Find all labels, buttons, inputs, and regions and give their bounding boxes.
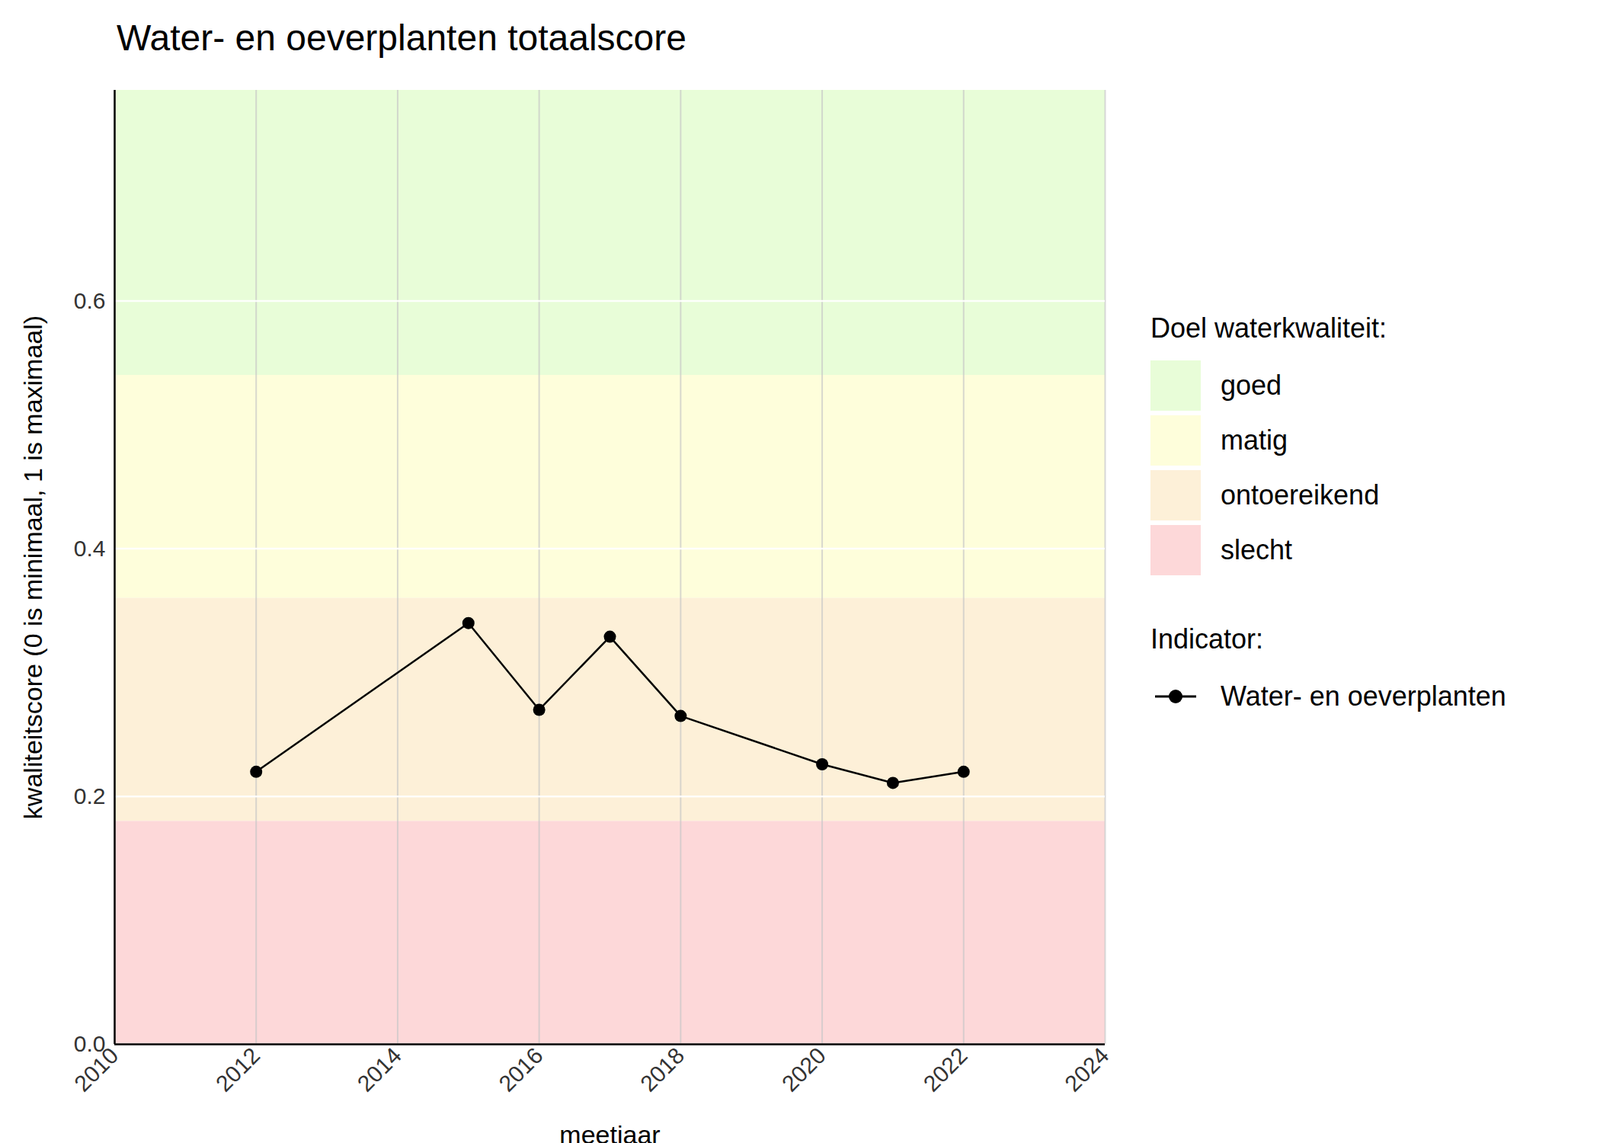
html-text:Doel waterkwaliteit:: Doel waterkwaliteit: — [1150, 312, 1387, 344]
svg-text:2016: 2016 — [493, 1042, 548, 1097]
svg-text:2010: 2010 — [69, 1042, 124, 1097]
svg-text:2014: 2014 — [352, 1042, 407, 1097]
html-text:ontoereikend: ontoereikend — [1220, 479, 1380, 511]
html-text:Water- en oeverplanten: Water- en oeverplanten — [1220, 680, 1507, 712]
svg-text:kwaliteitscore (0 is minimaal,: kwaliteitscore (0 is minimaal, 1 is maxi… — [18, 315, 48, 820]
html-text:goed: goed — [1220, 369, 1282, 401]
html-text:matig: matig — [1220, 424, 1288, 456]
svg-text:2020: 2020 — [777, 1042, 832, 1097]
svg-text:meetjaar: meetjaar — [559, 1120, 660, 1143]
svg-text:2024: 2024 — [1059, 1042, 1114, 1097]
svg-text:0.0: 0.0 — [73, 1030, 106, 1057]
html-text:Water- en oeverplanten totaals: Water- en oeverplanten totaalscore — [116, 17, 687, 58]
html-text:slecht: slecht — [1220, 534, 1293, 566]
html-text:Indicator:: Indicator: — [1150, 623, 1264, 655]
svg-text:2018: 2018 — [635, 1042, 690, 1097]
svg-text:0.2: 0.2 — [73, 783, 106, 809]
svg-text:0.6: 0.6 — [73, 288, 106, 314]
svg-text:2012: 2012 — [211, 1042, 266, 1097]
svg-text:2022: 2022 — [918, 1042, 973, 1097]
svg-text:0.4: 0.4 — [73, 535, 106, 561]
